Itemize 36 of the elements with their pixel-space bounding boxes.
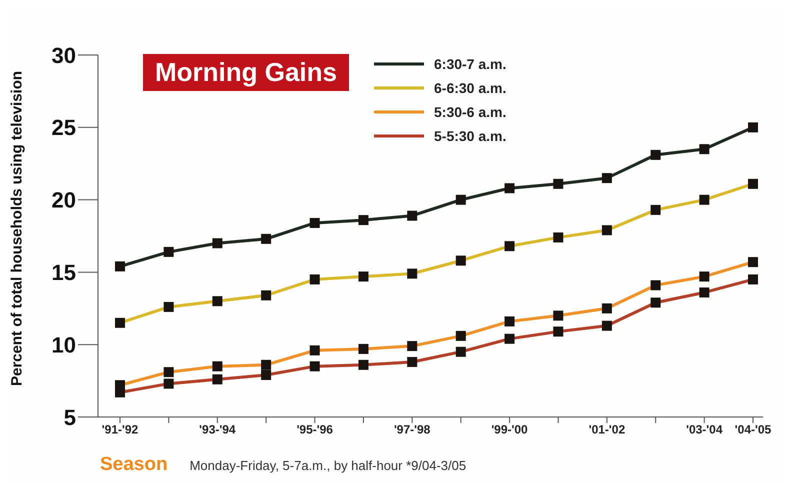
point (553, 178, 564, 189)
legend-label: 6:30-7 a.m. (434, 56, 506, 72)
point (358, 215, 368, 226)
point (650, 150, 661, 160)
chart-title: Morning Gains (143, 54, 349, 91)
x-tick-label: '04-'05 (734, 422, 772, 437)
x-tick-label: '01-'02 (588, 422, 626, 437)
point (602, 173, 612, 184)
legend-label: 5:30-6 a.m. (434, 104, 506, 120)
x-tick-label: '91-'92 (102, 422, 139, 437)
x-tick-label: '93-'94 (199, 422, 236, 437)
point (310, 218, 320, 228)
point (407, 210, 418, 221)
text: Monday-Friday, 5-7a.m., by half-hour *9/04-3/05 (190, 458, 466, 473)
legend-label: 5-5:30 a.m. (434, 128, 506, 144)
y-axis-title: Percent of total households using television (8, 70, 26, 386)
y-tick-label: 10 (52, 332, 76, 358)
point (748, 122, 758, 132)
point (504, 183, 515, 194)
point (212, 238, 222, 248)
point (456, 194, 466, 205)
point (261, 234, 272, 244)
y-tick-label: 25 (52, 115, 76, 140)
y-tick-label: 30 (52, 42, 76, 68)
x-axis-title: Season (100, 454, 168, 476)
point (115, 261, 125, 272)
x-tick-label: '99-'00 (491, 422, 528, 437)
legend-label: 6-6:30 a.m. (434, 80, 506, 96)
point (699, 144, 710, 154)
x-tick-label: '97-'98 (394, 422, 431, 437)
y-tick-label: 20 (52, 188, 76, 213)
y-tick-label: 5 (64, 404, 76, 430)
x-tick-label: '03-'04 (686, 422, 723, 437)
x-tick-label: '95-'96 (296, 422, 334, 437)
y-tick-label: 15 (52, 260, 76, 286)
point (164, 246, 174, 257)
